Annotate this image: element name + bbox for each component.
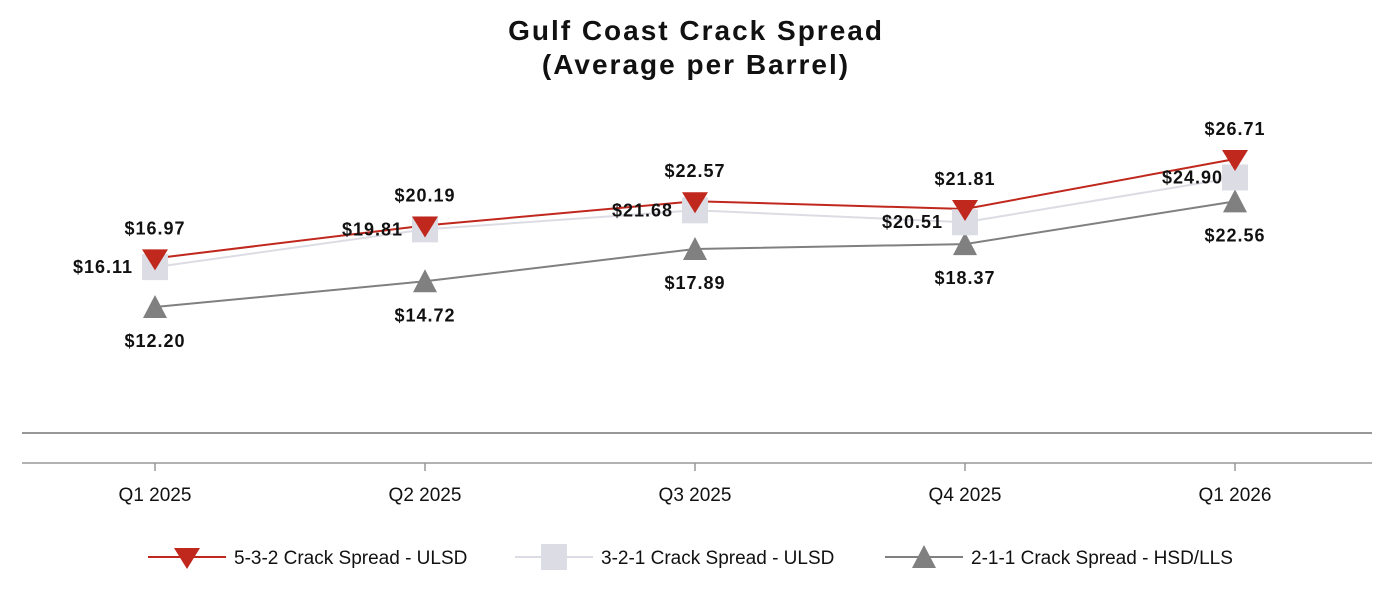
chart-title: Gulf Coast Crack Spread — [508, 15, 884, 46]
data-label-2: $19.81 — [342, 219, 403, 239]
x-tick-label: Q1 2025 — [119, 485, 192, 506]
data-label-1: $21.81 — [934, 169, 995, 189]
x-tick-label: Q1 2026 — [1199, 485, 1272, 506]
x-tick-label: Q3 2025 — [659, 485, 732, 506]
legend-marker-2 — [541, 544, 567, 570]
legend-label-1: 5-3-2 Crack Spread - ULSD — [234, 548, 467, 569]
data-point-1 — [412, 216, 438, 238]
legend-label-2: 3-2-1 Crack Spread - ULSD — [601, 548, 834, 569]
legend-marker-3 — [912, 545, 936, 568]
data-label-1: $22.57 — [664, 161, 725, 181]
x-tick-label: Q4 2025 — [929, 485, 1002, 506]
data-label-2: $21.68 — [612, 200, 673, 220]
legend-marker-1 — [174, 548, 200, 569]
data-label-2: $16.11 — [73, 257, 133, 277]
data-point-3 — [143, 295, 167, 318]
chart-title-block: Gulf Coast Crack Spread (Average per Bar… — [0, 14, 1392, 82]
chart-subtitle: (Average per Barrel) — [541, 49, 851, 80]
data-label-3: $18.37 — [934, 268, 995, 288]
data-point-3 — [1223, 189, 1247, 213]
data-point-1 — [952, 199, 978, 221]
data-label-3: $17.89 — [664, 273, 725, 293]
data-point-3 — [413, 269, 437, 293]
legend-label-3: 2-1-1 Crack Spread - HSD/LLS — [971, 548, 1233, 569]
data-point-1 — [682, 192, 708, 214]
data-point-1 — [1222, 149, 1248, 171]
data-label-2: $20.51 — [882, 212, 943, 232]
data-label-3: $12.20 — [124, 331, 185, 351]
data-point-1 — [142, 249, 168, 271]
data-label-2: $24.90 — [1162, 167, 1223, 187]
x-tick-label: Q2 2025 — [389, 485, 462, 506]
data-label-3: $22.56 — [1204, 225, 1265, 245]
data-point-3 — [683, 236, 707, 260]
data-label-1: $16.97 — [124, 218, 185, 238]
data-label-1: $26.71 — [1204, 119, 1265, 139]
data-label-1: $20.19 — [394, 186, 455, 206]
data-point-3 — [953, 232, 977, 256]
data-label-3: $14.72 — [394, 305, 455, 325]
